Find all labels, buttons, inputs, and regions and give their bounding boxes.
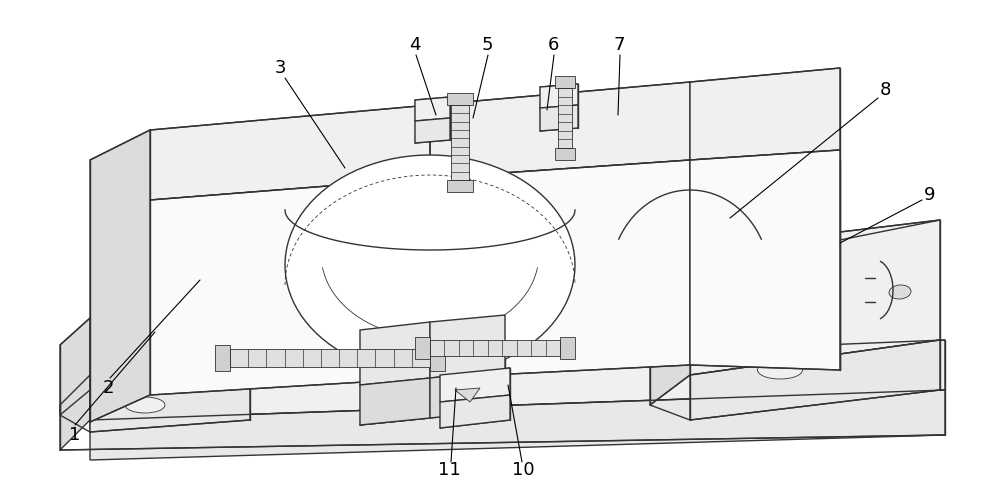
Text: 2: 2 [102,379,114,397]
Polygon shape [690,340,940,420]
Polygon shape [90,300,250,390]
Polygon shape [440,395,510,428]
Polygon shape [430,315,505,378]
Polygon shape [430,345,445,371]
Polygon shape [440,368,510,402]
Polygon shape [415,97,450,121]
Polygon shape [558,88,572,148]
Polygon shape [360,378,430,425]
Polygon shape [555,76,575,88]
Polygon shape [215,345,230,371]
Polygon shape [90,390,945,460]
Polygon shape [690,220,940,375]
Polygon shape [360,322,430,385]
Polygon shape [690,68,840,160]
Polygon shape [150,178,430,395]
Polygon shape [90,130,150,422]
Text: 3: 3 [274,59,286,77]
Polygon shape [90,340,945,420]
Polygon shape [650,250,690,405]
Text: 10: 10 [512,461,534,479]
Polygon shape [230,349,430,367]
Polygon shape [60,375,90,450]
Polygon shape [60,318,90,415]
Polygon shape [415,337,430,359]
Polygon shape [430,340,560,356]
Polygon shape [540,84,578,108]
Ellipse shape [758,361,802,379]
Text: 4: 4 [409,36,421,54]
Polygon shape [690,150,840,370]
Polygon shape [430,82,690,178]
Polygon shape [285,155,575,375]
Polygon shape [447,180,473,192]
Polygon shape [90,375,250,432]
Text: 7: 7 [613,36,625,54]
Text: 1: 1 [69,426,81,444]
Ellipse shape [125,397,165,413]
Text: 5: 5 [481,36,493,54]
Polygon shape [430,160,690,378]
Polygon shape [430,370,505,418]
Polygon shape [455,388,480,402]
Text: 6: 6 [547,36,559,54]
Polygon shape [150,105,430,200]
Text: 9: 9 [924,186,936,204]
Polygon shape [447,93,473,105]
Text: 8: 8 [879,81,891,99]
Ellipse shape [889,285,911,299]
Polygon shape [555,148,575,160]
Polygon shape [415,118,450,143]
Polygon shape [451,105,469,180]
Polygon shape [560,337,575,359]
Polygon shape [540,105,578,131]
Text: 11: 11 [438,461,460,479]
